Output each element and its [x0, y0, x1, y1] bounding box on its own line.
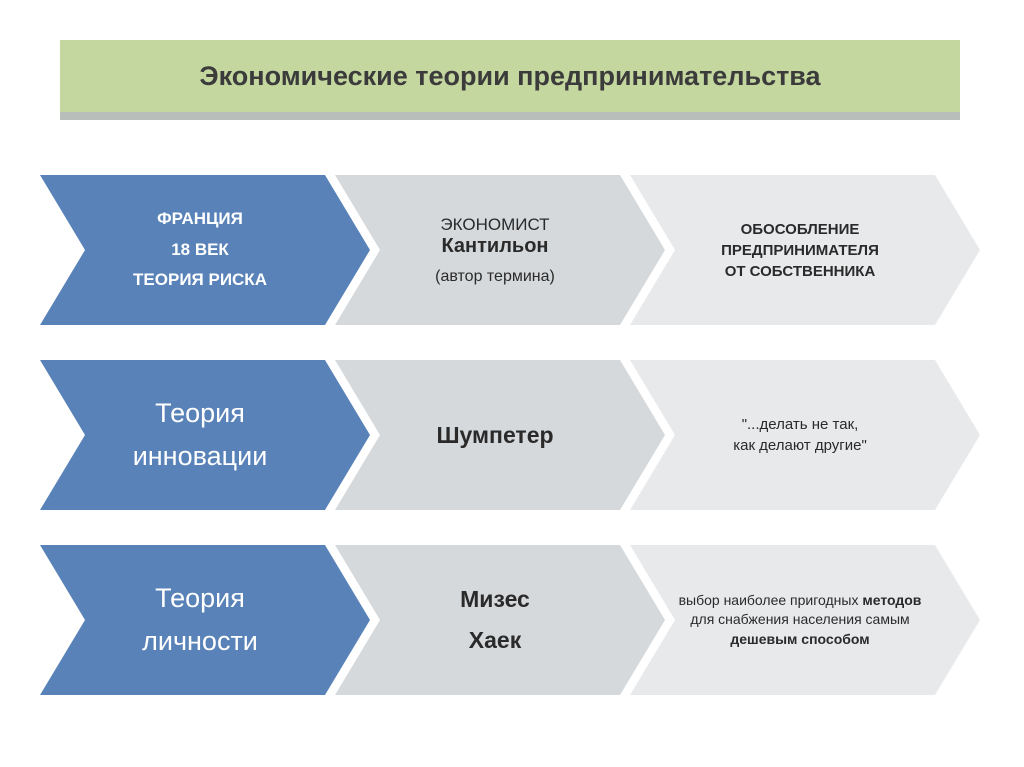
- r3c3-b2: дешевым способом: [730, 631, 869, 647]
- row2-col2: Шумпетер: [335, 360, 665, 510]
- row3-col1: Теория личности: [40, 545, 370, 695]
- r2c2-text: Шумпетер: [375, 360, 615, 510]
- r2c1-l2: инновации: [133, 435, 268, 478]
- r3c2-l2: Хаек: [469, 620, 521, 661]
- r3c1-l2: личности: [142, 620, 258, 663]
- row1-col2: ЭКОНОМИСТ Кантильон (автор термина): [335, 175, 665, 325]
- row-1: ОБОСОБЛЕНИЕ ПРЕДПРИНИМАТЕЛЯ ОТ СОБСТВЕНН…: [40, 175, 990, 325]
- r3c3-p1: выбор наиболее пригодных: [679, 592, 863, 608]
- r1c1-l1: ФРАНЦИЯ: [157, 204, 243, 235]
- row-2: "...делать не так, как делают другие" Шу…: [40, 360, 990, 510]
- r1c3-l1: ОБОСОБЛЕНИЕ: [741, 219, 860, 240]
- row-3: выбор наиболее пригодных методов для сна…: [40, 545, 990, 695]
- r3c3-text: выбор наиболее пригодных методов для сна…: [670, 545, 930, 695]
- row3-col2: Мизес Хаек: [335, 545, 665, 695]
- r1c1-l3: ТЕОРИЯ РИСКА: [133, 265, 267, 296]
- row2-col1: Теория инновации: [40, 360, 370, 510]
- r2c3-text: "...делать не так, как делают другие": [670, 360, 930, 510]
- r1c1-l2: 18 ВЕК: [171, 235, 229, 266]
- row1-col1: ФРАНЦИЯ 18 ВЕК ТЕОРИЯ РИСКА: [40, 175, 370, 325]
- r1c3-l3: ОТ СОБСТВЕННИКА: [725, 261, 876, 282]
- diagram-rows: ОБОСОБЛЕНИЕ ПРЕДПРИНИМАТЕЛЯ ОТ СОБСТВЕНН…: [40, 175, 990, 730]
- r3c1-l1: Теория: [155, 577, 245, 620]
- r3c3-b1: методов: [862, 592, 921, 608]
- r3c2-l1: Мизес: [460, 579, 530, 620]
- r1c2-l2: Кантильон: [441, 235, 548, 258]
- r2c1-l1: Теория: [155, 392, 245, 435]
- row2-col3: "...делать не так, как делают другие": [630, 360, 980, 510]
- r1c2-l1: ЭКОНОМИСТ: [440, 215, 549, 235]
- row3-col3: выбор наиболее пригодных методов для сна…: [630, 545, 980, 695]
- page-title: Экономические теории предпринимательства: [199, 61, 820, 92]
- r1c3-l2: ПРЕДПРИНИМАТЕЛЯ: [721, 240, 879, 261]
- title-bar: Экономические теории предпринимательства: [60, 40, 960, 120]
- r3c3-p2: для снабжения населения самым: [690, 611, 909, 627]
- r1c2-l3: (автор термина): [435, 268, 555, 286]
- row1-col3: ОБОСОБЛЕНИЕ ПРЕДПРИНИМАТЕЛЯ ОТ СОБСТВЕНН…: [630, 175, 980, 325]
